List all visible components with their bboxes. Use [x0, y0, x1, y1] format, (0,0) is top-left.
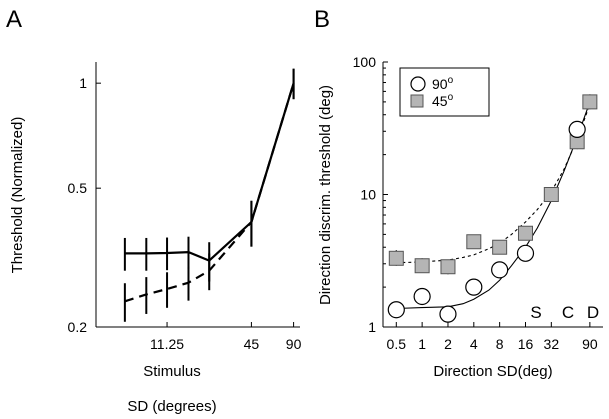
panel-b-point-45 [517, 225, 533, 241]
panel-b-point-90 [439, 305, 457, 323]
panel-b-point-90 [465, 278, 483, 296]
legend-marker-45 [410, 94, 424, 108]
panel-b-point-90 [387, 301, 405, 319]
panel-b-fit-dashed [396, 104, 591, 264]
panel-b-point-45 [492, 239, 508, 255]
panel-b-ytick-label: 1 [368, 319, 376, 335]
panel-a-xtick-label: 45 [244, 336, 260, 352]
panel-b-xtick-label: 4 [470, 336, 478, 352]
panel-a-xtick-label: 90 [286, 336, 302, 352]
panel-b-point-90 [491, 261, 509, 279]
panel-b-point-45 [440, 259, 456, 275]
panel-b-xtick-label: 16 [518, 336, 534, 352]
panel-b-xtick-label: 2 [444, 336, 452, 352]
panel-b-xtick-label: 32 [544, 336, 560, 352]
panel-b: Direction discrim. threshold (deg) Direc… [317, 54, 603, 380]
panel-b-point-90 [516, 244, 535, 262]
panel-b-xtick-label: 8 [496, 336, 504, 352]
panel-b-x-label: Direction SD(deg) [433, 363, 552, 380]
legend: 90o 45o [399, 67, 490, 117]
panel-b-point-45 [388, 250, 404, 266]
annotation-d: D [587, 303, 599, 322]
panel-a: Threshold (Normalized) Stimulus SD (degr… [9, 62, 302, 415]
panel-b-xtick-label: 0.5 [387, 336, 407, 352]
panel-b-fit-solid [396, 101, 591, 310]
panel-b-xtick-label: 90 [582, 336, 598, 352]
annotation-c: C [562, 303, 574, 322]
panel-a-ytick-label: 0.2 [68, 319, 88, 335]
panel-a-x-label-line1: Stimulus [143, 363, 201, 380]
panel-b-point-45 [543, 187, 559, 202]
panel-a-xtick-label: 11.25 [150, 336, 184, 352]
legend-label-90: 90o [432, 75, 454, 92]
panel-b-ytick-label: 10 [360, 187, 376, 203]
panel-label-b: B [314, 6, 330, 33]
legend-label-45: 45o [432, 92, 454, 109]
panel-b-y-label: Direction discrim. threshold (deg) [317, 85, 334, 305]
legend-marker-90 [410, 76, 426, 92]
panel-label-a: A [6, 6, 22, 33]
panel-a-series-solid-line [124, 82, 295, 262]
panel-b-point-45 [466, 234, 482, 250]
panel-b-point-45 [582, 94, 598, 110]
panel-b-point-45 [414, 258, 430, 274]
panel-a-x-label-line2: SD (degrees) [127, 398, 216, 415]
panel-b-xtick-label: 1 [418, 336, 426, 352]
panel-b-point-90 [413, 287, 431, 306]
panel-a-ytick-label: 1 [79, 75, 87, 91]
legend-box [399, 67, 490, 117]
panel-b-point-90 [568, 120, 586, 138]
annotation-s: S [530, 303, 541, 322]
panel-b-ytick-label: 100 [353, 54, 377, 70]
panel-a-y-label: Threshold (Normalized) [9, 117, 26, 274]
panel-a-ytick-label: 0.5 [68, 180, 88, 196]
